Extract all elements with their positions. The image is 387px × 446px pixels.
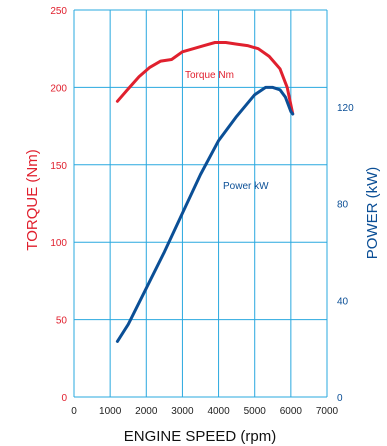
torque-series-label: Torque Nm (185, 70, 234, 81)
right-y-tick-label: 0 (337, 393, 343, 404)
tick-labels: 0 1000 2000 3000 4000 5000 6000 700005010015020… (50, 6, 354, 417)
right-y-tick-label: 120 (337, 103, 354, 114)
x-tick-label: 1000 (99, 406, 122, 417)
power-line (115, 85, 295, 343)
x-tick-label: 2000 (135, 406, 158, 417)
power-series-label: Power kW (223, 181, 269, 192)
right-y-tick-label: 40 (337, 296, 349, 307)
left-y-axis-title: TORQUE (Nm) (24, 149, 41, 250)
grid (73, 9, 328, 398)
x-axis-title: ENGINE SPEED (rpm) (124, 428, 277, 445)
x-tick-label: 3000 (171, 406, 194, 417)
left-y-tick-label: 50 (56, 316, 68, 327)
x-tick-label: 0 (71, 406, 77, 417)
x-tick-label: 5000 (244, 406, 267, 417)
left-y-tick-label: 200 (50, 83, 67, 94)
left-y-tick-label: 100 (50, 238, 67, 249)
x-tick-label: 7000 (316, 406, 339, 417)
x-tick-label: 4000 (207, 406, 230, 417)
left-y-tick-label: 0 (61, 393, 67, 404)
left-y-tick-label: 150 (50, 161, 67, 172)
torque-line (115, 41, 295, 116)
left-y-tick-label: 250 (50, 6, 67, 17)
series-lines (115, 41, 295, 343)
right-y-tick-label: 80 (337, 200, 349, 211)
x-tick-label: 6000 (280, 406, 303, 417)
right-y-axis-title: POWER (kW) (364, 167, 381, 259)
